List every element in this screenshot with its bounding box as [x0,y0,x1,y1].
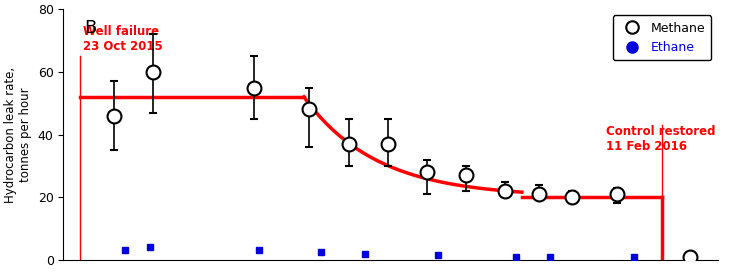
Y-axis label: Hydrocarbon leak rate,
tonnes per hour: Hydrocarbon leak rate, tonnes per hour [4,66,32,203]
Text: B: B [84,18,97,36]
Text: Well failure
23 Oct 2015: Well failure 23 Oct 2015 [83,25,163,53]
Legend: Methane, Ethane: Methane, Ethane [613,16,711,60]
Text: Control restored
11 Feb 2016: Control restored 11 Feb 2016 [606,125,715,153]
